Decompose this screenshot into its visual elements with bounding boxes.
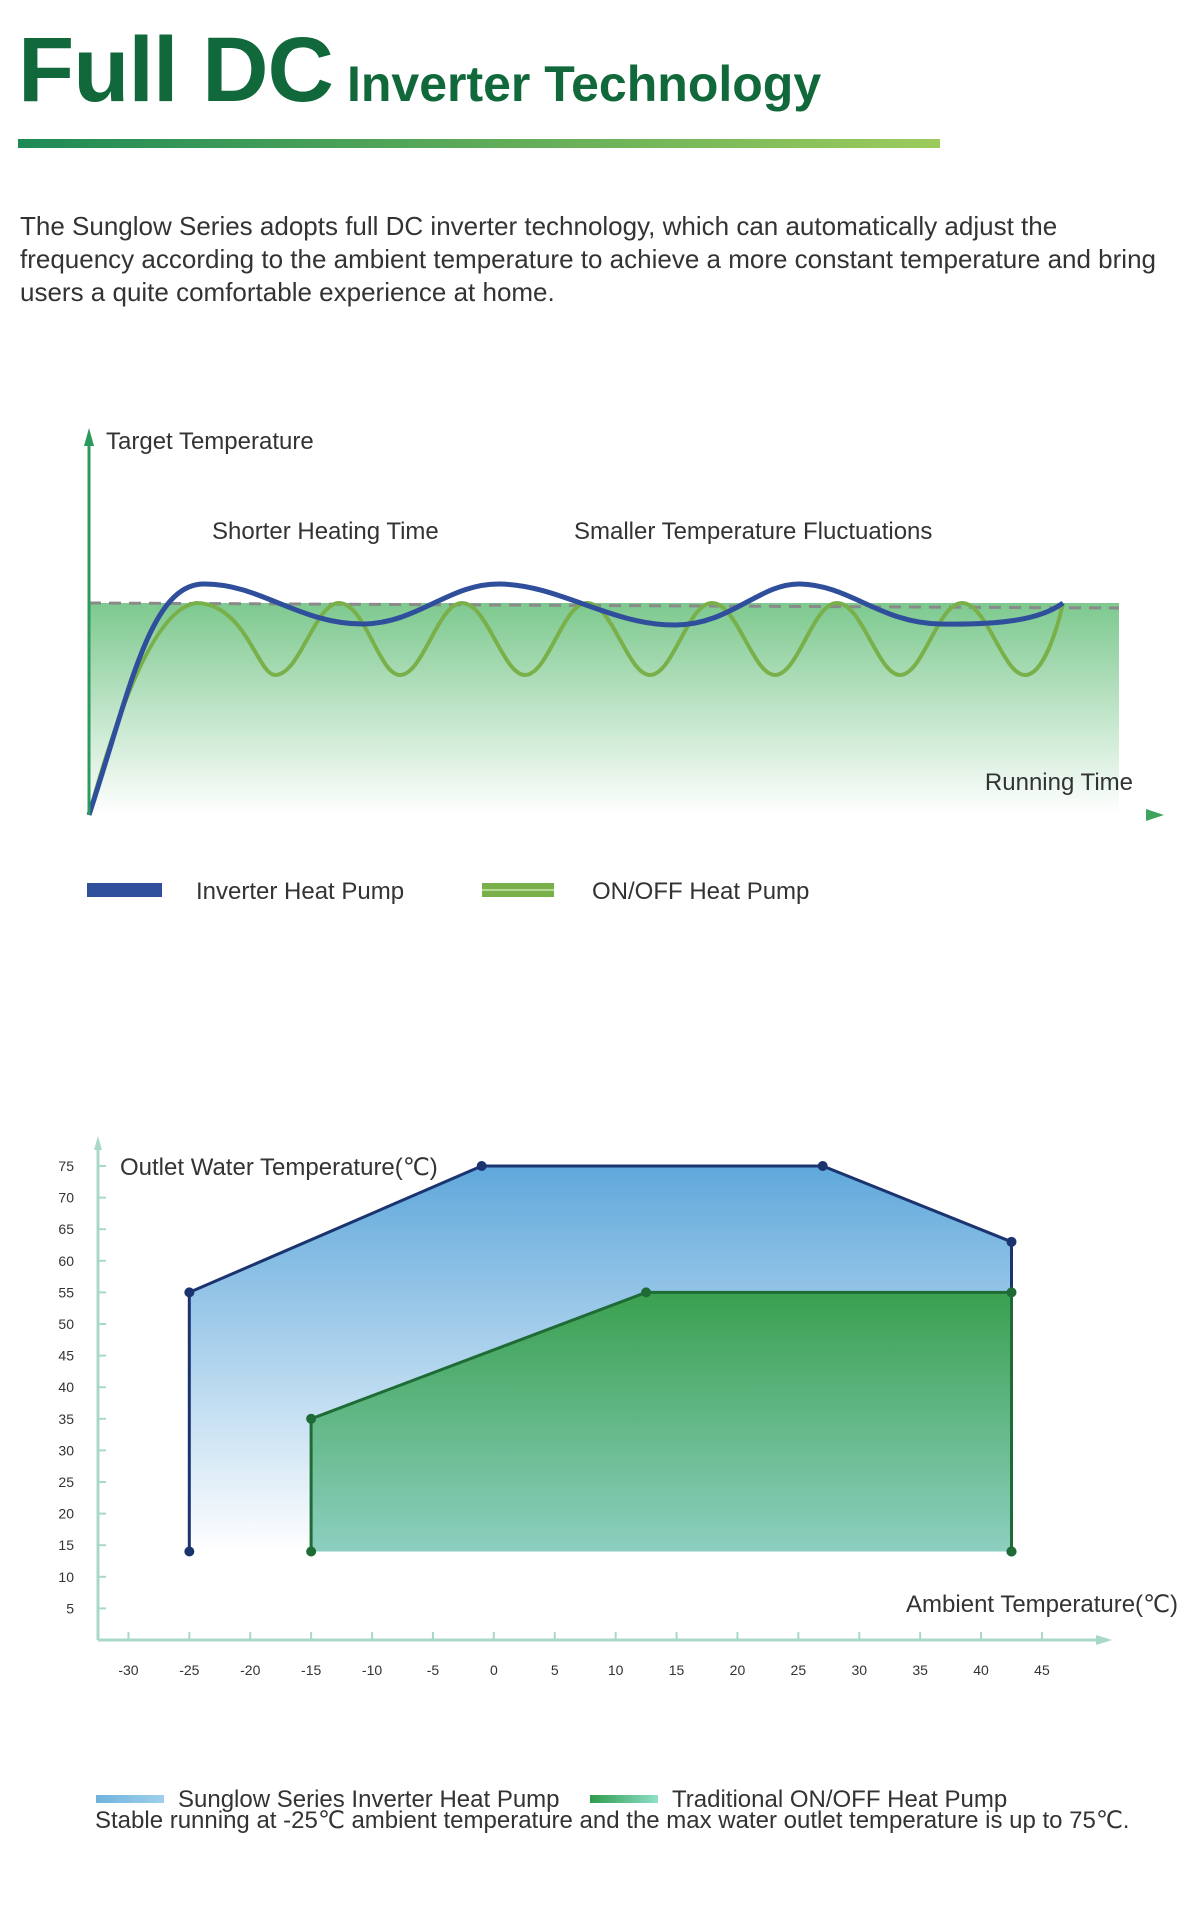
x-tick-label: -25: [179, 1662, 199, 1678]
stable-zone-area: [89, 603, 1119, 815]
y-tick-label: 35: [58, 1411, 74, 1427]
sunglow-point: [476, 1161, 487, 1171]
y-tick-label: 70: [58, 1190, 74, 1206]
inverter-heat-pump-curve: [86, 581, 1065, 816]
target-temperature-line: [88, 601, 1120, 610]
y-tick-label: 25: [58, 1474, 74, 1490]
heating-curve-chart: Target Temperature Shorter Heating Time …: [84, 428, 1164, 905]
sunglow-point: [184, 1287, 195, 1298]
sunglow-point: [1006, 1236, 1017, 1247]
traditional-point: [641, 1287, 652, 1298]
annotation-shorter-heating: Shorter Heating Time: [212, 518, 439, 545]
range-y-axis-arrow: [94, 1136, 102, 1150]
legend-label-traditional: Traditional ON/OFF Heat Pump: [672, 1786, 1007, 1813]
y-tick-label: 15: [58, 1537, 74, 1553]
range-y-axis-label: Outlet Water Temperature(℃): [120, 1154, 438, 1181]
x-tick-label: 35: [912, 1662, 928, 1678]
range-x-axis-label: Ambient Temperature(℃): [906, 1591, 1178, 1618]
legend-label-inverter: Inverter Heat Pump: [196, 878, 404, 905]
y-tick-label: 40: [58, 1379, 74, 1395]
y-tick-label: 65: [58, 1221, 74, 1237]
title-sub: Inverter Technology: [346, 56, 822, 112]
range-x-axis-arrow: [1096, 1635, 1112, 1645]
sunglow-point: [817, 1161, 828, 1171]
legend-swatch-traditional: [590, 1795, 658, 1803]
intro-paragraph: The Sunglow Series adopts full DC invert…: [20, 211, 1156, 307]
traditional-point: [306, 1546, 317, 1557]
x-tick-label: -15: [301, 1662, 321, 1678]
y-tick-label: 30: [58, 1442, 74, 1458]
x-tick-label: 45: [1034, 1662, 1050, 1678]
x-tick-label: 30: [851, 1662, 867, 1678]
x-tick-label: -10: [362, 1662, 382, 1678]
x-tick-label: 20: [730, 1662, 746, 1678]
y-tick-label: 75: [58, 1158, 74, 1174]
x-tick-label: 25: [791, 1662, 807, 1678]
sunglow-point: [184, 1546, 195, 1557]
x-tick-label: -20: [240, 1662, 260, 1678]
page-title: Full DC Inverter Technology: [18, 18, 821, 123]
x-tick-label: 40: [973, 1662, 989, 1678]
x-axis-label: Running Time: [985, 769, 1133, 796]
x-axis-arrow: [1146, 809, 1164, 821]
x-tick-label: -30: [118, 1662, 138, 1678]
y-tick-label: 60: [58, 1253, 74, 1269]
traditional-point: [1006, 1287, 1017, 1298]
x-tick-label: -5: [427, 1662, 440, 1678]
y-axis-arrow: [84, 428, 94, 446]
x-tick-label: 10: [608, 1662, 624, 1678]
x-tick-label: 0: [490, 1662, 498, 1678]
footnote: Stable running at -25℃ ambient temperatu…: [95, 1807, 1130, 1834]
y-axis-label: Target Temperature: [106, 428, 314, 455]
traditional-point: [306, 1413, 317, 1424]
legend-label-sunglow: Sunglow Series Inverter Heat Pump: [178, 1786, 560, 1813]
y-tick-label: 20: [58, 1506, 74, 1522]
traditional-point: [1006, 1546, 1017, 1557]
title-main: Full DC: [18, 19, 334, 121]
x-tick-label: 15: [669, 1662, 685, 1678]
y-tick-label: 50: [58, 1316, 74, 1332]
annotation-smaller-fluctuations: Smaller Temperature Fluctuations: [574, 518, 932, 545]
x-tick-label: 5: [551, 1662, 559, 1678]
legend-swatch-sunglow: [96, 1795, 164, 1803]
traditional-range-area: [311, 1292, 1012, 1552]
legend-label-onoff: ON/OFF Heat Pump: [592, 878, 809, 905]
y-tick-label: 45: [58, 1348, 74, 1364]
y-tick-label: 55: [58, 1284, 74, 1300]
legend-swatch-inverter: [87, 883, 162, 897]
y-tick-label: 10: [58, 1569, 74, 1585]
title-underline-bar: [18, 139, 940, 148]
y-tick-label: 5: [66, 1600, 74, 1616]
